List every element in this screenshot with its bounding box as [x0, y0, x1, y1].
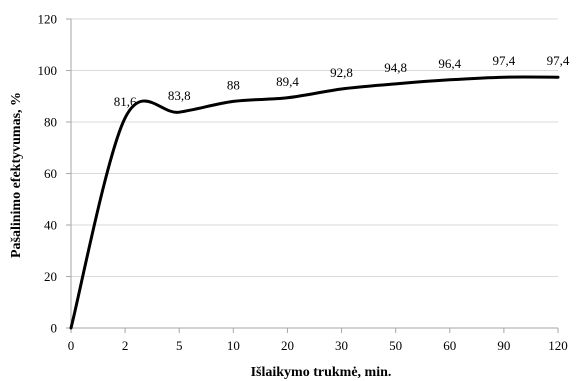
series-line: [69, 75, 560, 330]
y-axis-title: Pašalinimo efektyvumas, %: [9, 92, 24, 258]
axes: [66, 18, 559, 333]
x-tick-label: 90: [497, 338, 510, 353]
x-tick-label: 60: [443, 338, 456, 353]
x-tick-label: 20: [281, 338, 294, 353]
x-tick-labels: 0 2 5 10 20 30 50 60 90 120: [68, 338, 568, 353]
x-tick-label: 10: [227, 338, 240, 353]
x-tick-label: 120: [548, 338, 568, 353]
x-tick-label: 50: [389, 338, 402, 353]
data-label: 94,8: [384, 60, 407, 75]
data-label: 88: [227, 77, 240, 92]
data-label: 96,4: [438, 56, 461, 71]
x-tick-label: 30: [335, 338, 348, 353]
data-label: 81,6: [114, 94, 137, 109]
data-labels: 81,6 83,8 88 89,4 92,8 94,8 96,4 97,4 97,4: [114, 53, 570, 109]
x-axis-title: Išlaikymo trukmė, min.: [251, 365, 392, 380]
data-label: 83,8: [168, 88, 191, 103]
data-label: 97,4: [493, 53, 516, 68]
y-tick-label: 40: [44, 218, 57, 233]
data-label: 89,4: [276, 74, 299, 89]
y-tick-label: 120: [38, 12, 58, 27]
x-tick-label: 0: [68, 338, 75, 353]
y-tick-labels: 0 20 40 60 80 100 120: [38, 12, 58, 336]
y-tick-label: 60: [44, 166, 57, 181]
x-tick-label: 5: [176, 338, 183, 353]
data-label: 92,8: [330, 65, 353, 80]
data-label: 97,4: [547, 53, 570, 68]
y-tick-label: 100: [38, 63, 58, 78]
grid-lines: [71, 18, 558, 277]
y-tick-label: 20: [44, 269, 57, 284]
y-tick-label: 80: [44, 115, 57, 130]
x-tick-label: 2: [122, 338, 129, 353]
y-tick-label: 0: [51, 321, 58, 336]
